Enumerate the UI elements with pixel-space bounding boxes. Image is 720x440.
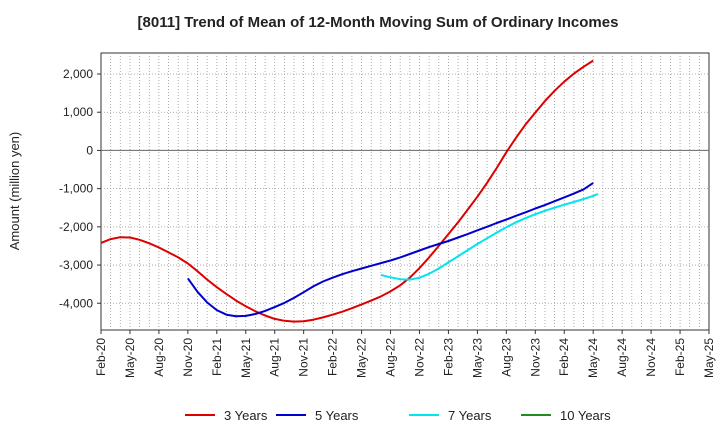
x-tick-label: Feb-22 <box>326 338 340 376</box>
series-layer <box>100 59 599 323</box>
x-tick-label: Feb-24 <box>557 338 571 376</box>
x-tick-label: Nov-21 <box>297 338 311 377</box>
x-tick-label: Aug-22 <box>384 338 398 377</box>
x-tick-label: May-20 <box>123 338 137 378</box>
x-tick-label: Aug-24 <box>615 338 629 377</box>
x-tick-label: Aug-20 <box>152 338 166 377</box>
x-tick-label: Nov-23 <box>528 338 542 377</box>
x-tick-label: Nov-20 <box>181 338 195 377</box>
x-tick-label: Aug-23 <box>499 338 513 377</box>
series-line-3-years <box>100 59 594 323</box>
legend: 3 Years 5 Years 7 Years 10 Years <box>185 408 611 423</box>
y-gridlines <box>101 73 709 304</box>
y-tick-label: 2,000 <box>63 67 93 81</box>
x-tick-label: May-25 <box>702 338 716 378</box>
y-tick-label: -3,000 <box>59 258 93 272</box>
x-tick-label: May-21 <box>239 338 253 378</box>
series-line-7-years <box>380 193 599 281</box>
chart-title: [8011] Trend of Mean of 12-Month Moving … <box>138 14 619 31</box>
y-tick-label: -2,000 <box>59 220 93 234</box>
x-axis-ticks: Feb-20 May-20 Aug-20 Nov-20 Feb-21 May-21 Aug-… <box>94 330 716 378</box>
y-tick-label: 1,000 <box>63 105 93 119</box>
x-tick-label: May-23 <box>470 338 484 378</box>
legend-label: 7 Years <box>448 408 492 423</box>
legend-label: 3 Years <box>224 408 268 423</box>
x-tick-label: Nov-24 <box>644 338 658 377</box>
x-tick-label: May-24 <box>586 338 600 378</box>
x-gridlines <box>110 53 700 330</box>
legend-label: 5 Years <box>315 408 359 423</box>
plot-area <box>100 52 710 331</box>
x-tick-label: Aug-21 <box>268 338 282 377</box>
legend-label: 10 Years <box>560 408 611 423</box>
y-axis-label: Amount (million yen) <box>7 132 22 251</box>
x-tick-label: Feb-25 <box>673 338 687 376</box>
series-line-5-years <box>187 182 594 318</box>
y-tick-label: -1,000 <box>59 182 93 196</box>
y-tick-label: 0 <box>86 143 93 157</box>
y-axis-ticks: 2,000 1,000 0 -1,000 -2,000 -3,000 -4,000 <box>59 67 101 310</box>
x-tick-label: Feb-23 <box>441 338 455 376</box>
y-tick-label: -4,000 <box>59 296 93 310</box>
x-tick-label: Nov-22 <box>412 338 426 377</box>
x-tick-label: Feb-21 <box>210 338 224 376</box>
x-tick-label: Feb-20 <box>94 338 108 376</box>
x-tick-label: May-22 <box>355 338 369 378</box>
